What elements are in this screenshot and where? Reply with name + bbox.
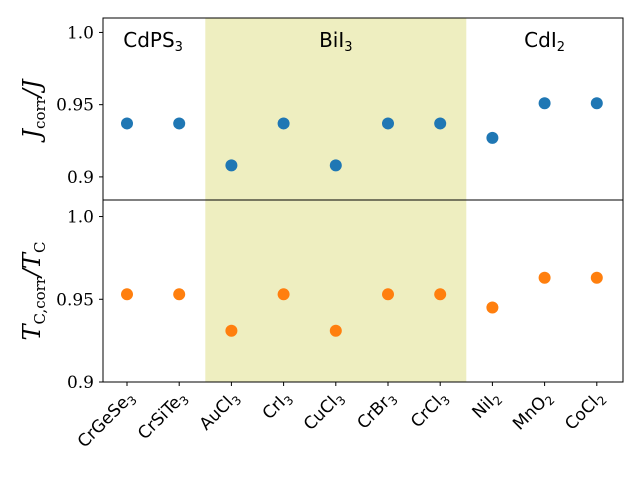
bottom-ytick-label: 0.95 — [56, 290, 94, 310]
bottom-point-CrBr3 — [382, 288, 394, 301]
xtick-label-CuCl3: CuCl3 — [300, 387, 349, 436]
top-ytick-label: 0.9 — [67, 168, 94, 188]
xtick-label-CoCl2: CoCl2 — [561, 387, 609, 435]
bottom-point-CrI3 — [277, 288, 290, 301]
top-ylabel: Jcorr/J — [18, 78, 49, 143]
top-point-CuCl3 — [329, 159, 342, 172]
bottom-point-CuCl3 — [329, 324, 342, 337]
bottom-point-CrSiTe3 — [173, 288, 186, 301]
xtick-label-NiI2: NiI2 — [469, 387, 506, 424]
bottom-ytick-label: 1.0 — [67, 208, 94, 228]
top-point-CrCl3 — [434, 117, 447, 130]
top-point-NiI2 — [486, 131, 499, 144]
top-point-CrI3 — [277, 117, 290, 130]
top-ytick-label: 0.95 — [56, 96, 94, 116]
top-point-MnO2 — [538, 97, 551, 110]
top-point-AuCl3 — [225, 159, 238, 172]
bottom-point-CrCl3 — [434, 288, 447, 301]
xtick-label-CrSiTe3: CrSiTe3 — [134, 387, 192, 445]
bottom-ylabel: TC,corr/TC — [18, 241, 49, 340]
bottom-ytick-label: 0.9 — [67, 373, 94, 393]
top-point-CrGeSe3 — [121, 117, 133, 130]
bottom-point-MnO2 — [538, 271, 551, 284]
axes — [99, 17, 624, 386]
top-point-CrSiTe3 — [173, 117, 186, 130]
bottom-point-CoCl2 — [590, 271, 603, 284]
region-label-2: CdI2 — [524, 28, 565, 55]
xtick-label-CrGeSe3: CrGeSe3 — [74, 387, 140, 453]
bottom-panel-frame — [102, 199, 624, 383]
xtick-label-CrBr3: CrBr3 — [353, 387, 400, 434]
top-ytick-label: 1.0 — [67, 23, 94, 43]
region-label-0: CdPS3 — [123, 28, 183, 55]
top-point-CrBr3 — [382, 117, 394, 130]
data-points — [121, 97, 603, 337]
xtick-label-MnO2: MnO2 — [509, 387, 557, 435]
region-label-1: BiI3 — [319, 28, 352, 55]
bottom-point-CrGeSe3 — [121, 288, 133, 301]
bottom-point-NiI2 — [486, 301, 499, 314]
xtick-label-CrCl3: CrCl3 — [407, 387, 453, 433]
xtick-label-AuCl3: AuCl3 — [196, 387, 245, 436]
top-point-CoCl2 — [590, 97, 603, 110]
bottom-point-AuCl3 — [225, 324, 238, 337]
xtick-label-CrI3: CrI3 — [259, 387, 297, 425]
